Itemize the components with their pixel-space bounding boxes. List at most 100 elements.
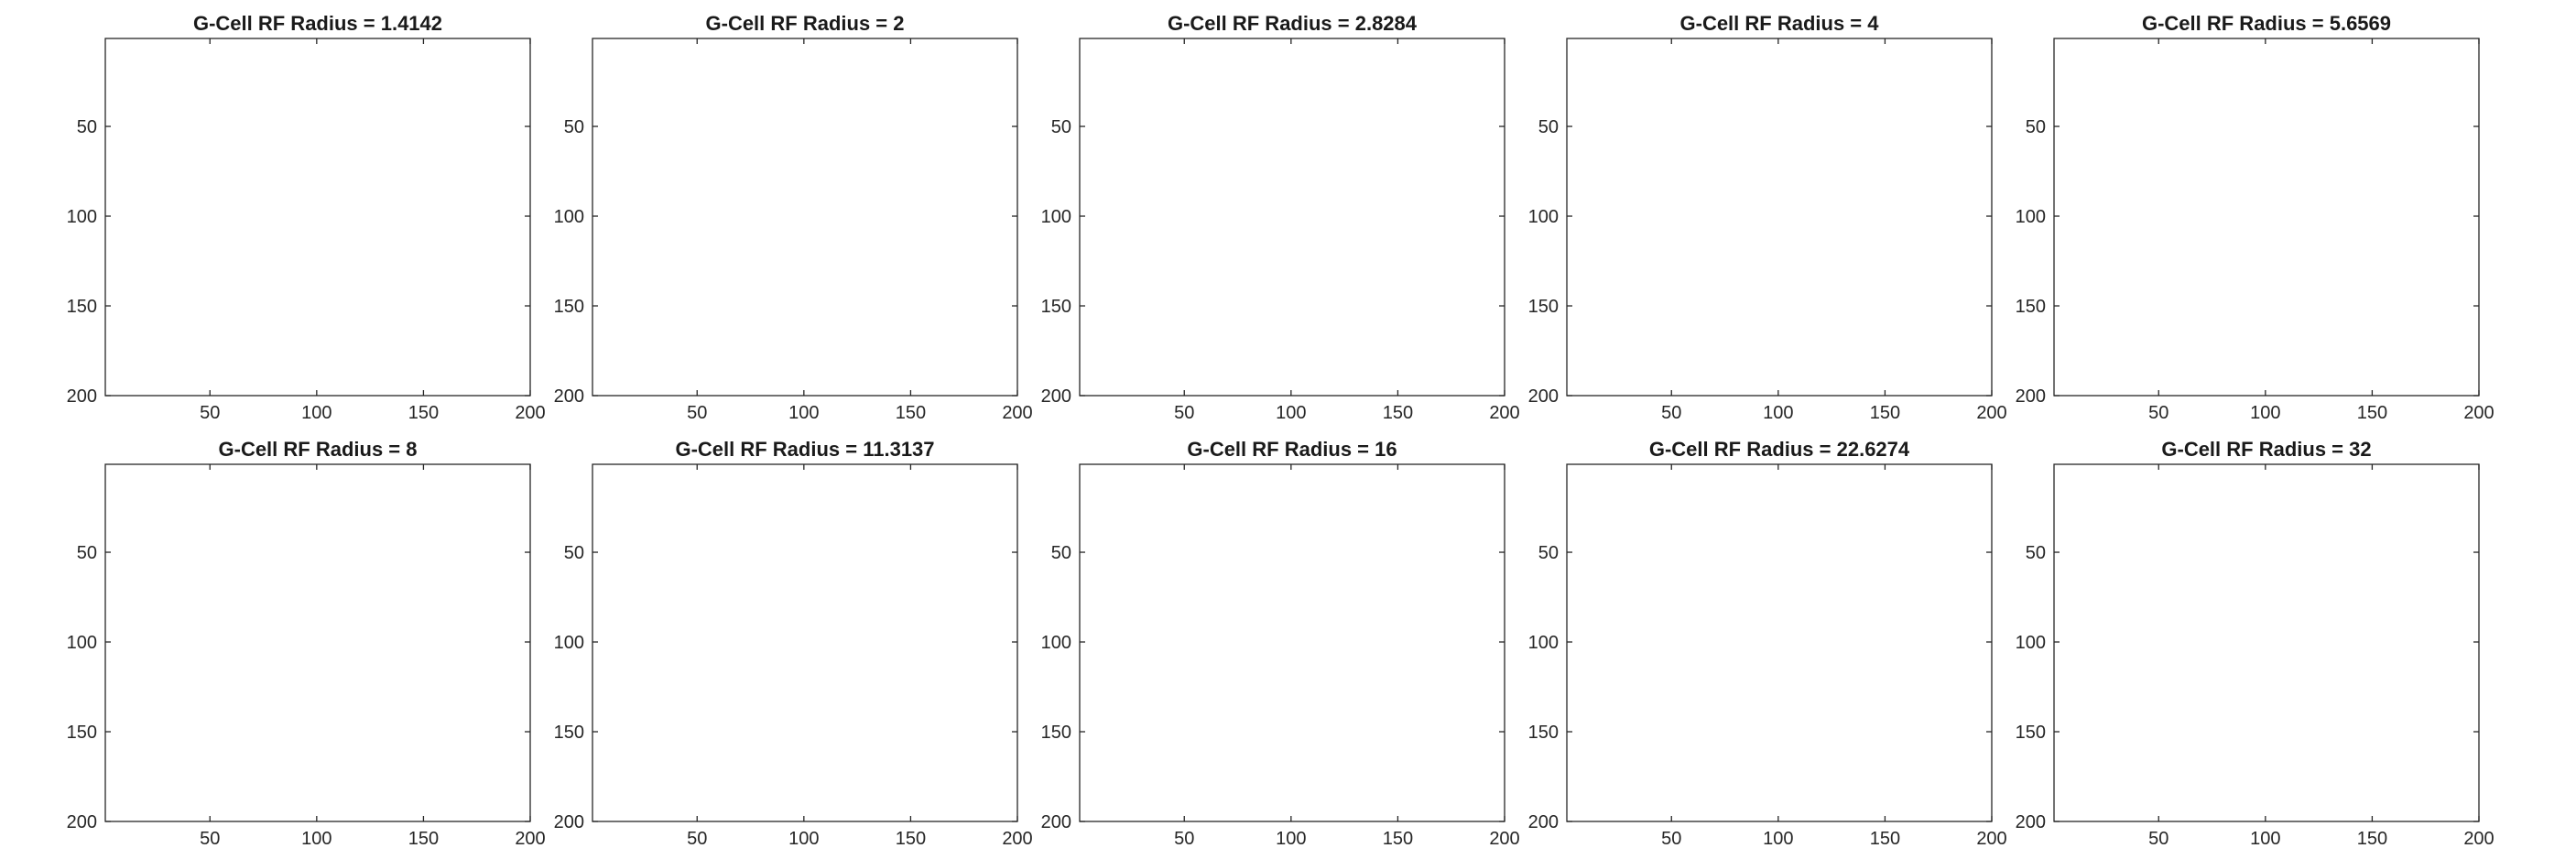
y-tick-label: 150 — [1528, 297, 1559, 317]
y-tick-label: 50 — [2026, 543, 2046, 563]
y-tick-label: 50 — [564, 117, 584, 137]
y-tick-label: 100 — [67, 633, 97, 653]
panel-5: 50 100 150 200 50 100 150 200 G-Cell RF Radius =… — [2016, 12, 2494, 423]
x-tick-label: 150 — [1383, 403, 1413, 423]
x-tick-label: 50 — [687, 403, 707, 423]
panel-4: 50 100 150 200 50 100 150 200 G-Cell RF Radius =… — [1528, 12, 2007, 423]
y-tick-label: 150 — [2016, 297, 2046, 317]
y-tick-label: 200 — [67, 386, 97, 407]
panel-8: 50 100 150 200 50 100 150 200 G-Cell RF Radius =… — [1041, 438, 1520, 849]
x-tick-label: 150 — [408, 403, 439, 423]
y-tick-label: 100 — [1041, 207, 1071, 227]
y-tick-label: 200 — [554, 386, 584, 407]
x-tick-label: 50 — [1174, 403, 1194, 423]
panel-7: 50 100 150 200 50 100 150 200 G-Cell RF Radius =… — [554, 438, 1033, 849]
x-tick-label: 200 — [515, 403, 545, 423]
x-tick-label: 100 — [1763, 829, 1793, 849]
x-tick-label: 150 — [1870, 829, 1900, 849]
x-tick-label: 100 — [301, 829, 332, 849]
panel-title: G-Cell RF Radius = 2.8284 — [1168, 12, 1418, 35]
x-tick-label: 50 — [1661, 403, 1681, 423]
x-tick-label: 100 — [2250, 829, 2280, 849]
panel-3: 50 100 150 200 50 100 150 200 G-Cell RF Radius =… — [1041, 12, 1520, 423]
panel-title: G-Cell RF Radius = 2 — [706, 12, 905, 35]
y-tick-label: 150 — [2016, 723, 2046, 743]
y-tick-label: 150 — [67, 723, 97, 743]
panel-title: G-Cell RF Radius = 8 — [219, 438, 418, 461]
panel-1: 50 100 150 200 50 100 150 200 G-Cell RF Radius =… — [67, 12, 546, 423]
y-tick-label: 100 — [1041, 633, 1071, 653]
y-tick-label: 150 — [67, 297, 97, 317]
y-tick-label: 150 — [1041, 297, 1071, 317]
axes-frame — [104, 38, 531, 397]
y-tick-label: 50 — [2026, 117, 2046, 137]
axes-frame — [104, 463, 531, 822]
panel-9: 50 100 150 200 50 100 150 200 G-Cell RF Radius =… — [1528, 438, 2007, 849]
y-tick-label: 200 — [1528, 812, 1559, 832]
axes-frame — [1566, 463, 1993, 822]
y-tick-label: 50 — [1051, 117, 1071, 137]
y-tick-label: 200 — [67, 812, 97, 832]
y-tick-label: 200 — [554, 812, 584, 832]
panel-title: G-Cell RF Radius = 5.6569 — [2142, 12, 2391, 35]
panel-title: G-Cell RF Radius = 4 — [1680, 12, 1880, 35]
y-tick-label: 100 — [554, 207, 584, 227]
x-tick-label: 50 — [200, 403, 220, 423]
x-tick-label: 50 — [1661, 829, 1681, 849]
y-tick-label: 100 — [67, 207, 97, 227]
x-tick-label: 100 — [1276, 403, 1306, 423]
axes-frame — [592, 463, 1018, 822]
panel-title: G-Cell RF Radius = 16 — [1187, 438, 1397, 461]
y-tick-label: 50 — [77, 543, 97, 563]
y-tick-label: 50 — [564, 543, 584, 563]
x-tick-label: 200 — [1489, 403, 1519, 423]
x-tick-label: 200 — [1002, 403, 1032, 423]
axes-frame — [1566, 38, 1993, 397]
x-tick-label: 150 — [2357, 829, 2387, 849]
y-tick-label: 100 — [2016, 207, 2046, 227]
axes-frame — [592, 38, 1018, 397]
x-tick-label: 200 — [2463, 829, 2494, 849]
x-tick-label: 200 — [515, 829, 545, 849]
x-tick-label: 100 — [1276, 829, 1306, 849]
x-tick-label: 100 — [1763, 403, 1793, 423]
x-tick-label: 50 — [1174, 829, 1194, 849]
x-tick-label: 200 — [1976, 829, 2006, 849]
x-tick-label: 50 — [200, 829, 220, 849]
x-tick-label: 100 — [788, 829, 819, 849]
axes-frame — [1079, 463, 1505, 822]
x-tick-label: 150 — [408, 829, 439, 849]
y-tick-label: 50 — [1538, 543, 1559, 563]
panel-title: G-Cell RF Radius = 11.3137 — [675, 438, 934, 461]
panel-6: 50 100 150 200 50 100 150 200 G-Cell RF Radius =… — [67, 438, 546, 849]
panel-10: 50 100 150 200 50 100 150 200 G-Cell RF Radius =… — [2016, 438, 2494, 849]
x-tick-label: 100 — [788, 403, 819, 423]
axes-frame — [1079, 38, 1505, 397]
y-tick-label: 50 — [77, 117, 97, 137]
x-tick-label: 150 — [1383, 829, 1413, 849]
x-tick-label: 150 — [896, 403, 926, 423]
x-tick-label: 200 — [1489, 829, 1519, 849]
x-tick-label: 200 — [1976, 403, 2006, 423]
x-tick-label: 150 — [1870, 403, 1900, 423]
panel-title: G-Cell RF Radius = 22.6274 — [1649, 438, 1910, 461]
x-tick-label: 200 — [2463, 403, 2494, 423]
y-tick-label: 150 — [554, 723, 584, 743]
y-tick-label: 150 — [1528, 723, 1559, 743]
y-tick-label: 100 — [1528, 207, 1559, 227]
x-tick-label: 100 — [301, 403, 332, 423]
panel-2: 50 100 150 200 50 100 150 200 G-Cell RF Radius =… — [554, 12, 1033, 423]
x-tick-label: 150 — [896, 829, 926, 849]
y-tick-label: 100 — [2016, 633, 2046, 653]
y-tick-label: 150 — [1041, 723, 1071, 743]
y-tick-label: 100 — [554, 633, 584, 653]
axes-frame — [2053, 38, 2480, 397]
panel-title: G-Cell RF Radius = 32 — [2161, 438, 2371, 461]
y-tick-label: 50 — [1051, 543, 1071, 563]
x-tick-label: 150 — [2357, 403, 2387, 423]
y-tick-label: 200 — [1528, 386, 1559, 407]
y-tick-label: 50 — [1538, 117, 1559, 137]
panel-title: G-Cell RF Radius = 1.4142 — [193, 12, 442, 35]
x-tick-label: 200 — [1002, 829, 1032, 849]
